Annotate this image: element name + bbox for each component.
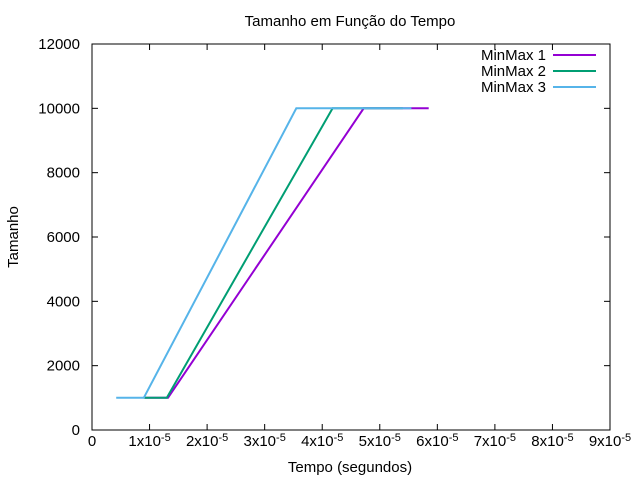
x-tick-label: 5x10-5 xyxy=(359,432,401,450)
y-tick-label: 4000 xyxy=(47,293,80,310)
y-tick-label: 0 xyxy=(72,422,80,439)
x-tick-label: 6x10-5 xyxy=(416,432,458,450)
legend-label: MinMax 1 xyxy=(481,47,546,64)
x-tick-label: 0 xyxy=(88,433,96,450)
series-line-minmax-3 xyxy=(116,107,412,399)
x-tick-label: 8x10-5 xyxy=(531,432,573,450)
x-tick-label: 2x10-5 xyxy=(186,432,228,450)
y-tick-label: 8000 xyxy=(47,165,80,182)
x-axis: 0 1x10-5 2x10-5 3x10-5 4x10-5 5x10-5 6x10-5 7x1… xyxy=(88,44,631,450)
x-tick-label: 3x10-5 xyxy=(244,432,286,450)
y-tick-label: 10000 xyxy=(38,100,80,117)
legend-label: MinMax 2 xyxy=(481,63,546,80)
x-tick-label: 7x10-5 xyxy=(474,432,516,450)
y-axis: 0 2000 4000 6000 8000 10000 12000 xyxy=(38,36,610,439)
y-tick-label: 6000 xyxy=(47,229,80,246)
chart-title: Tamanho em Função do Tempo xyxy=(245,13,456,30)
legend-label: MinMax 3 xyxy=(481,79,546,96)
x-tick-label: 1x10-5 xyxy=(128,432,170,450)
series-line-minmax-1 xyxy=(145,107,429,399)
x-tick-label: 9x10-5 xyxy=(589,432,631,450)
y-tick-label: 12000 xyxy=(38,36,80,53)
y-tick-label: 2000 xyxy=(47,358,80,375)
series-lines xyxy=(116,107,429,399)
plot-frame xyxy=(91,43,611,431)
x-axis-label: Tempo (segundos) xyxy=(288,459,412,476)
y-axis-label: Tamanho xyxy=(5,206,22,268)
x-tick-label: 4x10-5 xyxy=(301,432,343,450)
